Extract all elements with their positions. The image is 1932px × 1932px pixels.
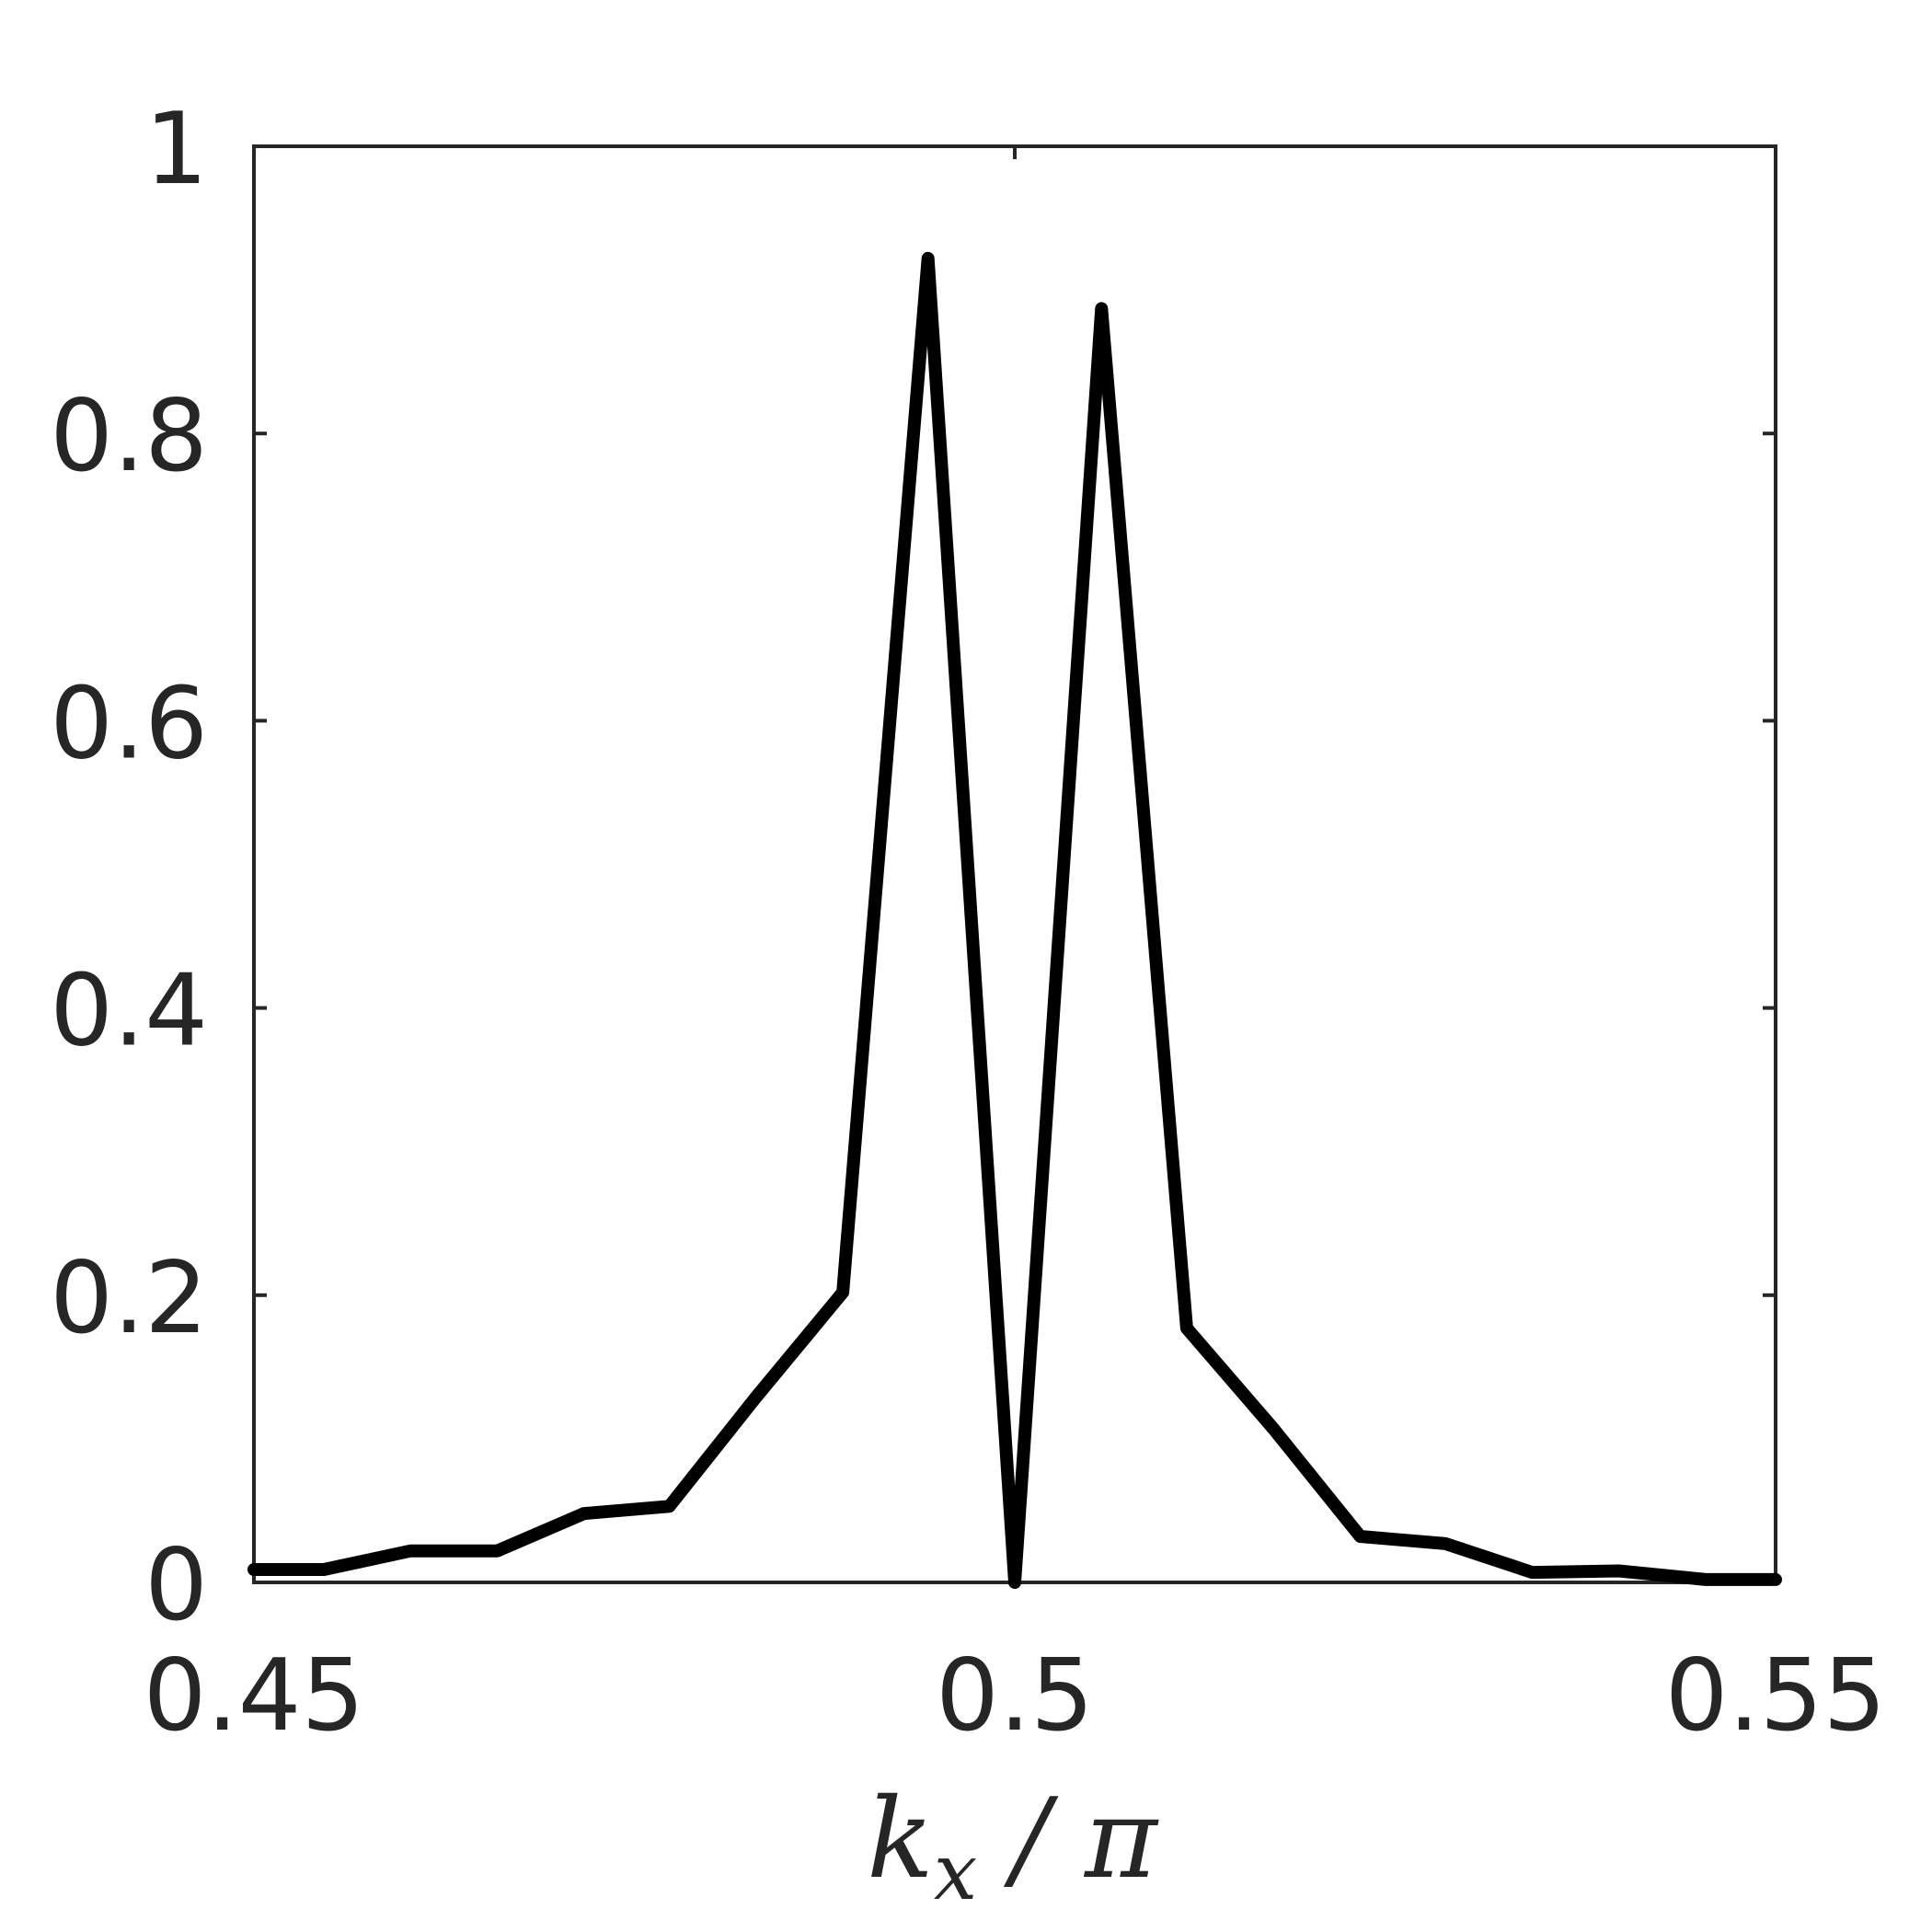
series-line (247, 251, 1782, 1589)
x-axis-label-rest: / π (977, 1776, 1159, 1903)
x-axis-tick-labels: 0.45 0.5 0.55 (144, 1639, 1886, 1754)
x-axis-label: kx / π (867, 1776, 1159, 1917)
x-axis-label-base: k (867, 1776, 934, 1903)
y-tick-label: 0.8 (50, 379, 208, 494)
x-tick-label: 0.45 (144, 1639, 364, 1754)
y-axis-tick-labels: 0 0.2 0.4 0.6 0.8 1 (50, 92, 208, 1643)
x-tick-label: 0.5 (936, 1639, 1094, 1754)
y-tick-label: 0.4 (50, 954, 208, 1069)
y-tick-label: 0.2 (50, 1241, 208, 1356)
y-tick-label: 0 (144, 1528, 208, 1643)
x-axis-label-subscript: x (934, 1827, 977, 1917)
y-tick-label: 0.6 (50, 666, 208, 781)
x-tick-label: 0.55 (1665, 1639, 1886, 1754)
series-layer (247, 251, 1782, 1589)
y-tick-label: 1 (144, 92, 208, 207)
